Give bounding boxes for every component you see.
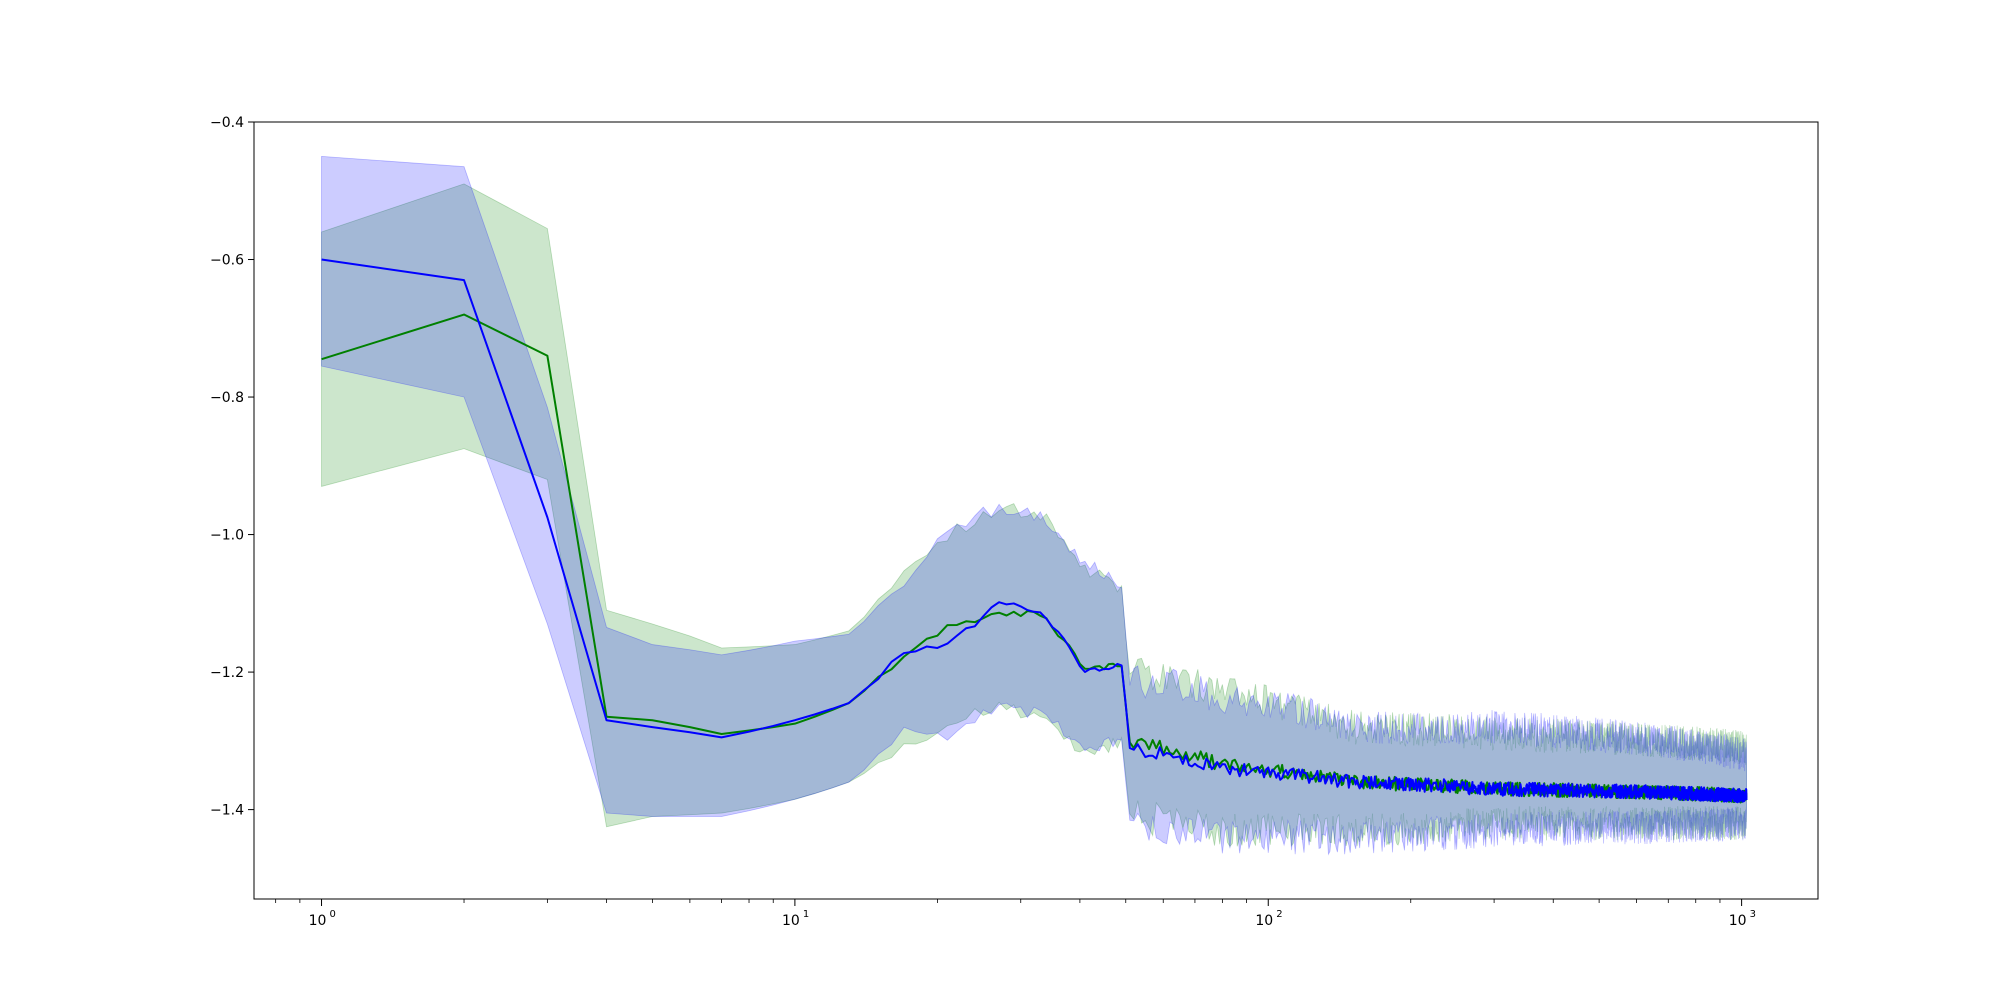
x-tick-exponent: 2	[1276, 909, 1282, 920]
y-tick-label: −0.8	[210, 390, 244, 406]
x-tick-label: 10	[1255, 913, 1273, 929]
y-tick-label: −1.4	[210, 803, 244, 819]
x-tick-label: 10	[782, 913, 800, 929]
x-tick-exponent: 0	[330, 909, 336, 920]
y-tick-label: −1.0	[210, 528, 244, 544]
y-axis: −0.4 −0.6 −0.8 −1.0 −1.2 −1.4	[210, 115, 254, 819]
y-tick-label: −1.2	[210, 665, 244, 681]
series-lines	[321, 258, 1748, 804]
y-tick-label: −0.4	[210, 115, 244, 131]
x-axis: 10 0 10 1 10 2 10 3	[275, 899, 1756, 929]
x-tick-exponent: 1	[803, 909, 809, 920]
x-tick-exponent: 3	[1750, 909, 1756, 920]
x-tick-label: 10	[1729, 913, 1747, 929]
confidence-bands	[321, 155, 1747, 856]
series-0-band	[321, 183, 1747, 848]
x-tick-label: 10	[309, 913, 327, 929]
plot-frame	[253, 121, 1819, 900]
series-1-line	[321, 258, 1748, 804]
y-tick-label: −0.6	[210, 253, 244, 269]
series-1-band	[321, 155, 1747, 856]
